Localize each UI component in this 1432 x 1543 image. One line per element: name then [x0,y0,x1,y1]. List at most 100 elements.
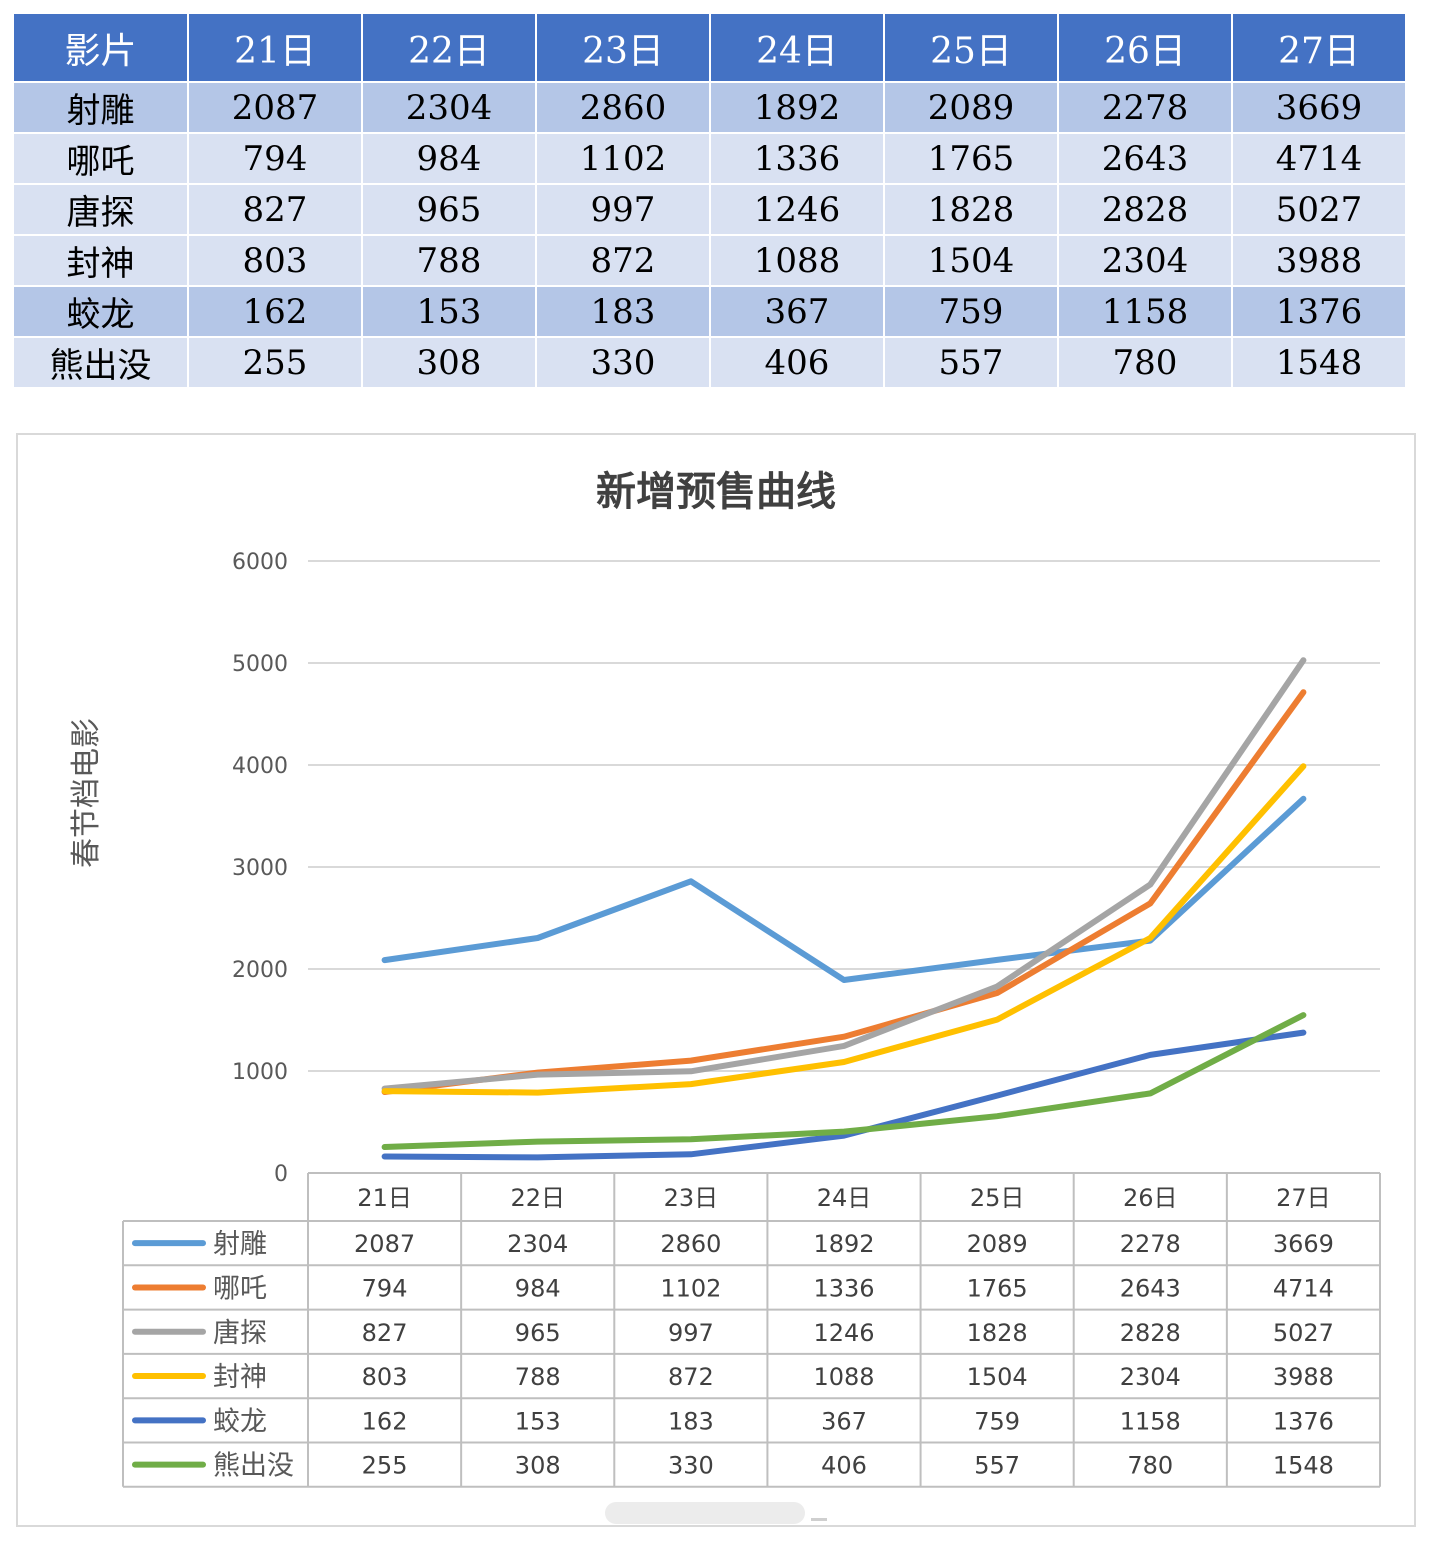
data-label: 1828 [967,1319,1028,1347]
series-line [381,689,1307,1095]
series-lines [381,657,1307,1161]
y-tick-label: 3000 [232,856,288,881]
table-cell: 803 [187,235,362,287]
data-label: 997 [668,1319,714,1347]
table-cell: 2304 [361,82,536,134]
table-row: 射雕 2087 2304 2860 1892 2089 2278 3669 [14,82,1405,134]
legend-label: 封神 [213,1362,267,1393]
data-label: 2828 [1120,1319,1181,1347]
data-label: 2860 [660,1230,721,1258]
table-cell: 1376 [1231,286,1405,338]
table-cell: 162 [187,286,362,338]
series-line [381,1012,1307,1150]
legend-label: 哪吒 [213,1273,267,1304]
x-tick-label: 27日 [1276,1184,1331,1212]
header-day: 23日 [535,14,710,83]
header-day: 24日 [709,14,884,83]
chart-title: 新增预售曲线 [596,469,836,515]
table-cell: 984 [361,133,536,185]
data-label: 2643 [1120,1274,1181,1302]
y-tick-label: 6000 [232,550,288,575]
data-label: 1376 [1273,1407,1334,1435]
film-name: 封神 [14,235,188,287]
data-label: 803 [362,1363,408,1391]
series-line [381,1029,1307,1161]
table-header-row: 影片 21日 22日 23日 24日 25日 26日 27日 [14,14,1405,83]
table-cell: 788 [361,235,536,287]
table-row: 熊出没 255 308 330 406 557 780 1548 [14,337,1405,389]
table-cell: 2860 [535,82,710,134]
header-day: 27日 [1231,14,1405,83]
table-row: 封神 803 788 872 1088 1504 2304 3988 [14,235,1405,287]
table-cell: 1548 [1231,337,1405,389]
data-label: 162 [362,1407,408,1435]
x-tick-label: 22日 [510,1184,565,1212]
data-label: 759 [974,1407,1020,1435]
table-cell: 183 [535,286,710,338]
data-label: 1246 [813,1319,874,1347]
data-label: 2087 [354,1230,415,1258]
x-tick-label: 25日 [970,1184,1025,1212]
series-line [381,763,1307,1096]
x-tick-label: 23日 [664,1184,719,1212]
table-cell: 1158 [1057,286,1232,338]
table-cell: 1765 [883,133,1058,185]
table-cell: 2089 [883,82,1058,134]
x-tick-label: 26日 [1123,1184,1178,1212]
data-label: 1548 [1273,1452,1334,1480]
y-axis-label: 春节档电影 [69,718,104,868]
table-cell: 827 [187,184,362,236]
table-row: 唐探 827 965 997 1246 1828 2828 5027 [14,184,1405,236]
data-label: 827 [362,1319,408,1347]
header-day: 25日 [883,14,1058,83]
data-label: 872 [668,1363,714,1391]
table-cell: 406 [709,337,884,389]
data-label: 367 [821,1407,867,1435]
data-label: 2089 [967,1230,1028,1258]
data-label: 2304 [1120,1363,1181,1391]
data-label: 1102 [660,1274,721,1302]
table-row: 蛟龙 162 153 183 367 759 1158 1376 [14,286,1405,338]
legend-label: 唐探 [213,1318,267,1349]
film-name: 射雕 [14,82,188,134]
table-cell: 4714 [1231,133,1405,185]
data-label: 406 [821,1452,867,1480]
data-label: 788 [515,1363,561,1391]
table-cell: 153 [361,286,536,338]
header-day: 26日 [1057,14,1232,83]
data-label: 984 [515,1274,561,1302]
table-cell: 557 [883,337,1058,389]
table-row: 哪吒 794 984 1102 1336 1765 2643 4714 [14,133,1405,185]
data-label: 183 [668,1407,714,1435]
data-label: 1336 [813,1274,874,1302]
film-name: 熊出没 [14,337,188,389]
table-cell: 3988 [1231,235,1405,287]
x-tick-label: 24日 [817,1184,872,1212]
table-cell: 997 [535,184,710,236]
table-cell: 308 [361,337,536,389]
data-label: 308 [515,1452,561,1480]
data-label: 965 [515,1319,561,1347]
y-tick-label: 5000 [232,652,288,677]
y-tick-label: 0 [274,1162,288,1187]
data-label: 4714 [1273,1274,1334,1302]
presale-table: 影片 21日 22日 23日 24日 25日 26日 27日 射雕 2087 2… [14,14,1405,389]
data-label: 557 [974,1452,1020,1480]
table-cell: 759 [883,286,1058,338]
table-cell: 367 [709,286,884,338]
header-day: 22日 [361,14,536,83]
data-label: 3988 [1273,1363,1334,1391]
data-label: 794 [362,1274,408,1302]
data-label: 780 [1127,1452,1173,1480]
gridlines: 0 1000 2000 3000 4000 5000 6000 [232,550,1380,1187]
table-cell: 1102 [535,133,710,185]
table-cell: 872 [535,235,710,287]
chart-area: 新增预售曲线 春节档电影 0 1000 2000 3000 4000 5000 6000 2… [16,433,1416,1527]
data-label: 2278 [1120,1230,1181,1258]
data-label: 1892 [813,1230,874,1258]
table-cell: 2643 [1057,133,1232,185]
series-line [381,795,1307,983]
table-cell: 330 [535,337,710,389]
table-cell: 1504 [883,235,1058,287]
